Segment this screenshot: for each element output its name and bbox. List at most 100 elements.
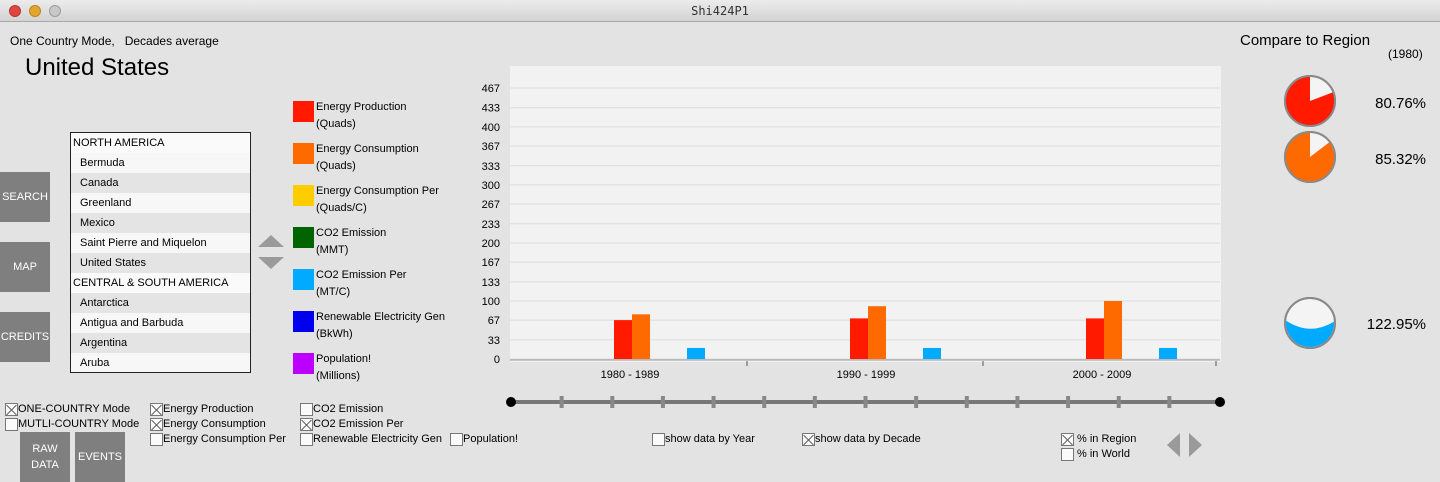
legend-unit: (BkWh) xyxy=(316,328,353,340)
list-item[interactable]: Canada xyxy=(71,173,250,193)
legend-label: Population! xyxy=(316,353,372,365)
checkbox-box[interactable] xyxy=(150,403,163,416)
checkbox-label: show data by Year xyxy=(665,433,755,445)
bar xyxy=(687,347,705,359)
list-item[interactable]: Aruba xyxy=(71,353,250,372)
compare-indicator-ring xyxy=(1284,75,1336,127)
bar xyxy=(614,320,632,359)
credits-button[interactable]: CREDITS xyxy=(0,312,50,362)
bar xyxy=(1159,347,1177,359)
compare-indicator-ring xyxy=(1284,131,1336,183)
checkbox-box[interactable] xyxy=(300,418,313,431)
y-tick-label: 300 xyxy=(482,180,500,192)
y-tick-label: 133 xyxy=(482,277,500,289)
list-item[interactable]: Bermuda xyxy=(71,153,250,173)
next-arrow-icon[interactable] xyxy=(1189,433,1202,457)
compare-value-production: 80.76% xyxy=(1375,95,1426,112)
list-region-header[interactable]: CENTRAL & SOUTH AMERICA xyxy=(71,273,250,293)
list-region-header[interactable]: NORTH AMERICA xyxy=(71,133,250,153)
window-title: Shi424P1 xyxy=(691,4,749,18)
country-list[interactable]: NORTH AMERICA Bermuda Canada Greenland Mexic… xyxy=(70,132,251,373)
legend-unit: (Quads) xyxy=(316,118,356,130)
checkbox-label: % in World xyxy=(1077,448,1130,460)
checkbox-label: ONE-COUNTRY Mode xyxy=(18,403,131,415)
checkbox-label: MUTLI-COUNTRY Mode xyxy=(18,418,140,430)
chart-plot-area xyxy=(510,66,1221,362)
legend-item: Energy Production (Quads) xyxy=(293,101,473,137)
bar-chart: 0 33 67 100 133 167 200 233 267 300 333 367 400 433 46… xyxy=(482,83,1225,408)
scroll-up-arrow-icon[interactable] xyxy=(258,235,284,247)
window-titlebar: Shi424P1 xyxy=(0,0,1440,22)
country-title: United States xyxy=(25,54,170,81)
list-item[interactable]: Argentina xyxy=(71,333,250,353)
checkbox-box[interactable] xyxy=(300,403,313,416)
timeline-end-handle[interactable] xyxy=(1215,397,1225,407)
checkbox-box[interactable] xyxy=(5,418,18,431)
bar xyxy=(1104,300,1122,359)
checkbox-box[interactable] xyxy=(1061,448,1074,461)
legend-item: Energy Consumption (Quads) xyxy=(293,143,473,179)
checkbox-label: show data by Decade xyxy=(815,433,921,445)
timeline-start-handle[interactable] xyxy=(506,397,516,407)
checkbox-box[interactable] xyxy=(150,433,163,446)
legend-item: Energy Consumption Per (Quads/C) xyxy=(293,185,473,221)
checkbox-label: Energy Consumption xyxy=(163,418,266,430)
compare-indicators xyxy=(1284,75,1336,349)
y-tick-label: 233 xyxy=(482,219,500,231)
list-item[interactable]: Antarctica xyxy=(71,293,250,313)
raw-data-button[interactable]: RAW DATA xyxy=(20,432,70,482)
y-tick-label: 100 xyxy=(482,296,500,308)
checkbox-label: CO2 Emission Per xyxy=(313,418,404,430)
checkbox-box[interactable] xyxy=(150,418,163,431)
y-tick-label: 67 xyxy=(488,315,500,327)
legend-item: Renewable Electricity Gen (BkWh) xyxy=(293,311,473,347)
checkbox-box[interactable] xyxy=(5,403,18,416)
y-tick-label: 267 xyxy=(482,199,500,211)
checkbox-box[interactable] xyxy=(300,433,313,446)
checkbox-label: Renewable Electricity Gen xyxy=(313,433,443,445)
list-item[interactable]: Mexico xyxy=(71,213,250,233)
legend-swatch xyxy=(293,101,314,122)
zoom-window-button[interactable] xyxy=(49,5,61,17)
scroll-down-arrow-icon[interactable] xyxy=(258,257,284,269)
x-tick-label: 1990 - 1999 xyxy=(837,369,896,381)
y-tick-label: 400 xyxy=(482,122,500,134)
checkbox-box[interactable] xyxy=(652,433,665,446)
previous-arrow-icon[interactable] xyxy=(1167,433,1180,457)
map-button[interactable]: MAP xyxy=(0,242,50,292)
events-button[interactable]: EVENTS xyxy=(75,432,125,482)
bar xyxy=(868,306,886,359)
list-item[interactable]: Antigua and Barbuda xyxy=(71,313,250,333)
minimize-window-button[interactable] xyxy=(29,5,41,17)
legend-swatch xyxy=(293,269,314,290)
checkbox-label: % in Region xyxy=(1077,433,1137,445)
list-item[interactable]: Saint Pierre and Miquelon xyxy=(71,233,250,253)
checkbox-box[interactable] xyxy=(450,433,463,446)
checkbox-box[interactable] xyxy=(1061,433,1074,446)
list-item[interactable]: United States xyxy=(71,253,250,273)
legend-unit: (Quads/C) xyxy=(316,202,367,214)
compare-title: Compare to Region xyxy=(1240,32,1371,49)
x-tick-label: 2000 - 2009 xyxy=(1073,369,1132,381)
legend-label: CO2 Emission Per xyxy=(316,269,407,281)
compare-year: (1980) xyxy=(1388,47,1423,61)
checkbox-box[interactable] xyxy=(802,433,815,446)
bar xyxy=(1086,318,1104,359)
compare-indicator-ring xyxy=(1284,297,1336,349)
legend-item: CO2 Emission Per (MT/C) xyxy=(293,269,473,305)
y-tick-label: 200 xyxy=(482,238,500,250)
legend-swatch xyxy=(293,227,314,248)
close-window-button[interactable] xyxy=(9,5,21,17)
legend-label: Renewable Electricity Gen xyxy=(316,311,446,323)
list-item[interactable]: Greenland xyxy=(71,193,250,213)
legend-label: Energy Consumption Per xyxy=(316,185,439,197)
x-tick-label: 1980 - 1989 xyxy=(601,369,660,381)
legend-unit: (Quads) xyxy=(316,160,356,172)
checkbox-label: CO2 Emission xyxy=(313,403,384,415)
search-button[interactable]: SEARCH xyxy=(0,172,50,222)
y-tick-label: 0 xyxy=(494,354,500,366)
y-tick-label: 167 xyxy=(482,257,500,269)
compare-value-consumption: 85.32% xyxy=(1375,151,1426,168)
y-tick-label: 33 xyxy=(488,335,500,347)
y-tick-label: 367 xyxy=(482,141,500,153)
